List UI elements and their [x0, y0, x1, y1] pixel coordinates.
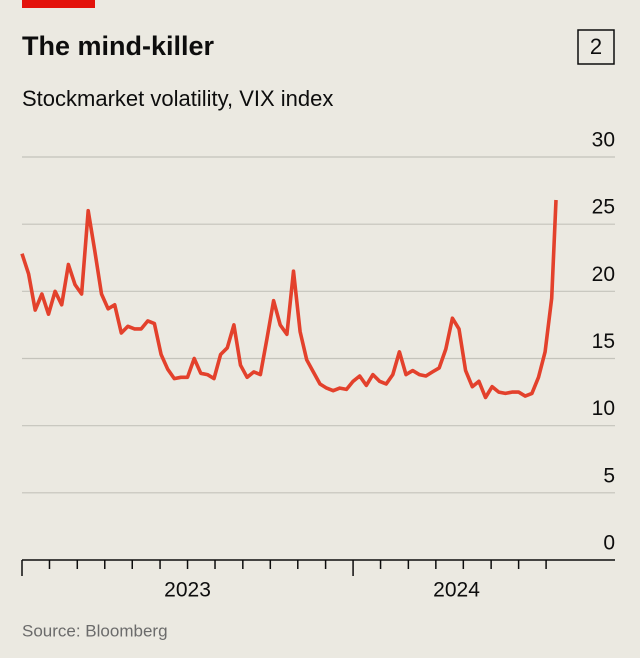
y-tick-label: 0	[603, 532, 615, 555]
y-tick-label: 15	[592, 330, 615, 353]
chart-title: The mind-killer	[22, 31, 215, 61]
vix-line	[20, 199, 558, 400]
y-tick-label: 10	[592, 397, 615, 420]
chart-badge: 2	[590, 34, 602, 59]
x-tick-label: 2024	[433, 579, 480, 602]
y-tick-label: 25	[592, 196, 615, 219]
brand-tag	[22, 0, 95, 8]
badge-box	[577, 29, 615, 65]
y-tick-label: 30	[592, 129, 615, 152]
y-tick-label: 5	[603, 464, 615, 487]
x-tick-label: 2023	[164, 579, 211, 602]
chart-subtitle: Stockmarket volatility, VIX index	[22, 86, 333, 111]
source-note: Source: Bloomberg	[22, 621, 168, 640]
y-tick-label: 20	[592, 263, 615, 286]
